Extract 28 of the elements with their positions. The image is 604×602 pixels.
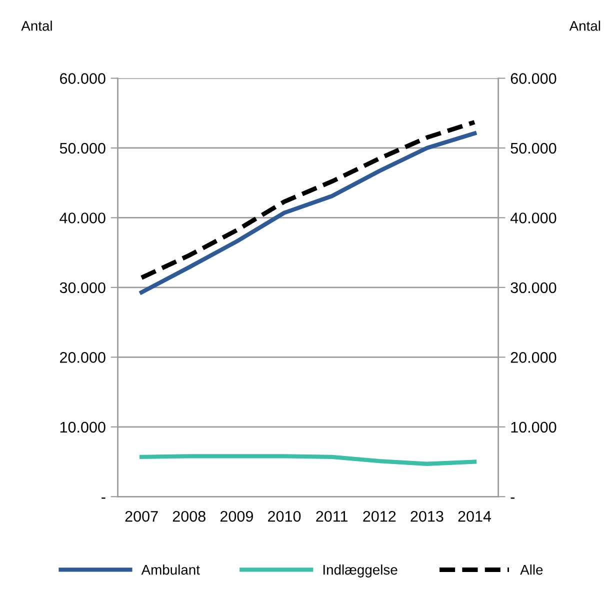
y-tick-label: - (102, 498, 106, 499)
legend-label: Ambulant (141, 564, 200, 575)
line-series (139, 454, 477, 466)
y-tick-label: 60.000 (60, 73, 106, 84)
y-tick-label: 40.000 (60, 212, 106, 224)
y2-tick-label: 40.000 (510, 212, 556, 224)
y2-tick-label: 50.000 (510, 142, 556, 154)
y2-tick-label: 10.000 (511, 422, 556, 433)
y-tick-label: 10.000 (60, 422, 106, 433)
x-tick-label: 2012 (363, 510, 396, 522)
x-tick-label: 2011 (316, 510, 348, 522)
legend-label: Alle (520, 564, 543, 575)
y-tick-label: 20.000 (60, 352, 106, 363)
x-tick-label: 2014 (458, 510, 492, 522)
x-tick-label: 2010 (268, 510, 301, 522)
y2-tick-label: 60.000 (510, 73, 556, 84)
y2-tick-label: 30.000 (510, 282, 556, 294)
y-tick-label: 30.000 (60, 282, 106, 294)
y-axis-title: Antal (21, 20, 52, 31)
y2-tick-label: 20.000 (510, 352, 556, 363)
y2-axis-title: Antal (569, 20, 600, 31)
legend-label: Indlæggelse (323, 564, 398, 578)
x-tick-label: 2008 (172, 510, 206, 522)
y2-tick-label: - (510, 498, 515, 499)
x-tick-label: 2007 (125, 510, 158, 522)
x-tick-label: 2009 (220, 510, 253, 522)
y-tick-label: 50.000 (60, 142, 106, 154)
x-tick-label: 2013 (410, 510, 444, 522)
